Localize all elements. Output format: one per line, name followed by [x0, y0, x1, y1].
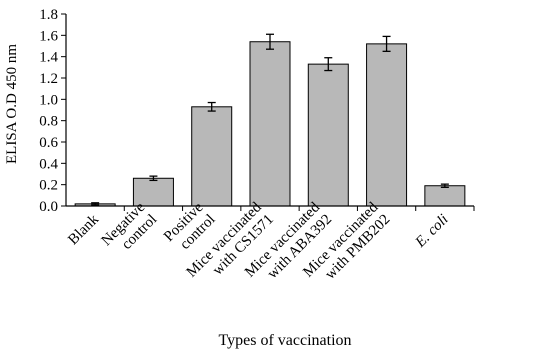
bar	[424, 185, 466, 207]
x-tick-label: Negativecontrol	[99, 199, 161, 261]
x-tick-label: Blank	[65, 211, 102, 248]
x-tick-label: E. coli	[412, 212, 452, 252]
y-tick-label: 1.6	[39, 28, 58, 44]
x-tick-label-line: E. coli	[412, 212, 452, 252]
y-tick-label: 1.2	[39, 71, 58, 87]
y-tick-label: 1.4	[39, 50, 58, 66]
y-tick-label: 0.2	[39, 178, 58, 194]
y-tick-label: 0.0	[39, 199, 58, 215]
x-tick-label-line: Blank	[65, 211, 102, 248]
bar	[307, 63, 349, 207]
bar	[132, 177, 174, 207]
bars	[74, 33, 466, 207]
y-axis-label: ELISA O.D 450 nm	[4, 44, 20, 164]
y-tick-label: 1.8	[39, 7, 58, 23]
x-axis-label: Types of vaccination	[218, 332, 351, 349]
y-tick-label: 0.8	[39, 114, 58, 130]
bar	[366, 43, 408, 207]
y-tick-label: 1.0	[39, 92, 58, 108]
bar	[191, 106, 233, 207]
y-tick-label: 0.4	[39, 156, 58, 172]
y-tick-label: 0.6	[39, 135, 58, 151]
y-axis: 0.0 0.2 0.4 0.6 0.8 1.0 1.2 1.4 1.6 1.8	[39, 7, 67, 215]
bar	[249, 41, 291, 207]
